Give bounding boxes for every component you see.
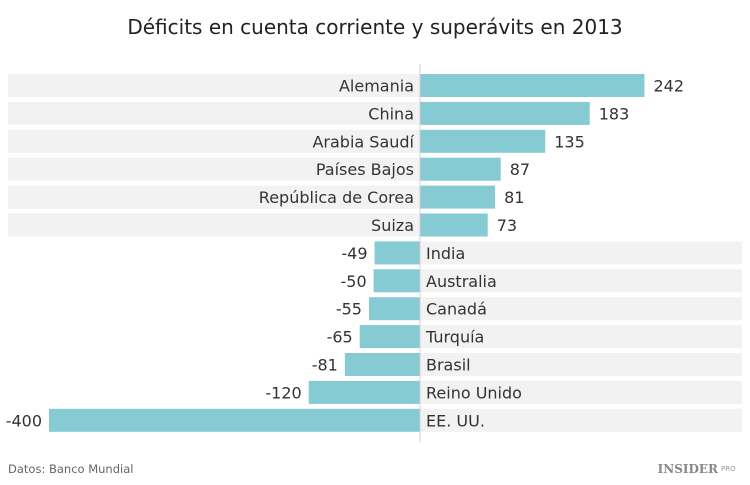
row-background [420,241,742,265]
category-label: Canadá [426,300,487,319]
chart-title: Déficits en cuenta corriente y superávit… [127,15,622,39]
category-label: Suiza [371,216,414,235]
bar [308,380,420,404]
data-label: -49 [341,244,367,263]
row-background [8,185,420,209]
data-label: -55 [336,300,362,319]
row-background [8,101,420,125]
bars: Alemania 242 China 183 Arabia Saudí 135 Países… [6,74,742,432]
data-label: -81 [312,356,338,375]
category-label: Alemania [339,77,414,96]
category-label: Reino Unido [426,383,522,402]
row-background [8,74,420,97]
row-background [8,157,420,181]
category-label: República de Corea [259,188,414,207]
bar [49,408,420,432]
row-background [8,213,420,237]
data-label: 73 [497,216,517,235]
source-note: Datos: Banco Mundial [8,462,133,476]
category-label: Brasil [426,356,471,375]
logo-sub: PRO [721,465,736,473]
data-label: -65 [327,328,353,347]
bar [374,241,420,265]
category-label: Turquía [425,328,484,347]
bar [344,353,420,376]
row-background [420,269,742,293]
data-label: 242 [653,77,684,96]
row-background [420,325,742,349]
bar [420,129,546,153]
category-label: Países Bajos [316,160,414,179]
data-label: 183 [599,104,630,123]
row-background [420,380,742,404]
bar [420,101,590,125]
data-label: 81 [504,188,524,207]
row-background [420,297,742,321]
bar [359,325,420,349]
row-background [8,129,420,153]
category-label: Arabia Saudí [312,132,414,151]
category-label: China [368,104,414,123]
data-label: -50 [340,272,366,291]
data-label: -120 [265,383,301,402]
bar [420,185,496,209]
category-label: EE. UU. [426,411,485,430]
bar [420,74,645,97]
insider-pro-logo: INSIDER PRO [658,462,736,476]
data-label: -400 [6,411,42,430]
data-label: 135 [554,132,585,151]
bar [368,297,420,321]
row-background [420,408,742,432]
category-label: India [426,244,465,263]
category-label: Australia [426,272,497,291]
row-background [420,353,742,376]
logo-main: INSIDER [658,462,719,476]
bar [373,269,420,293]
data-label: 87 [510,160,530,179]
bar [420,213,488,237]
bar [420,157,501,181]
